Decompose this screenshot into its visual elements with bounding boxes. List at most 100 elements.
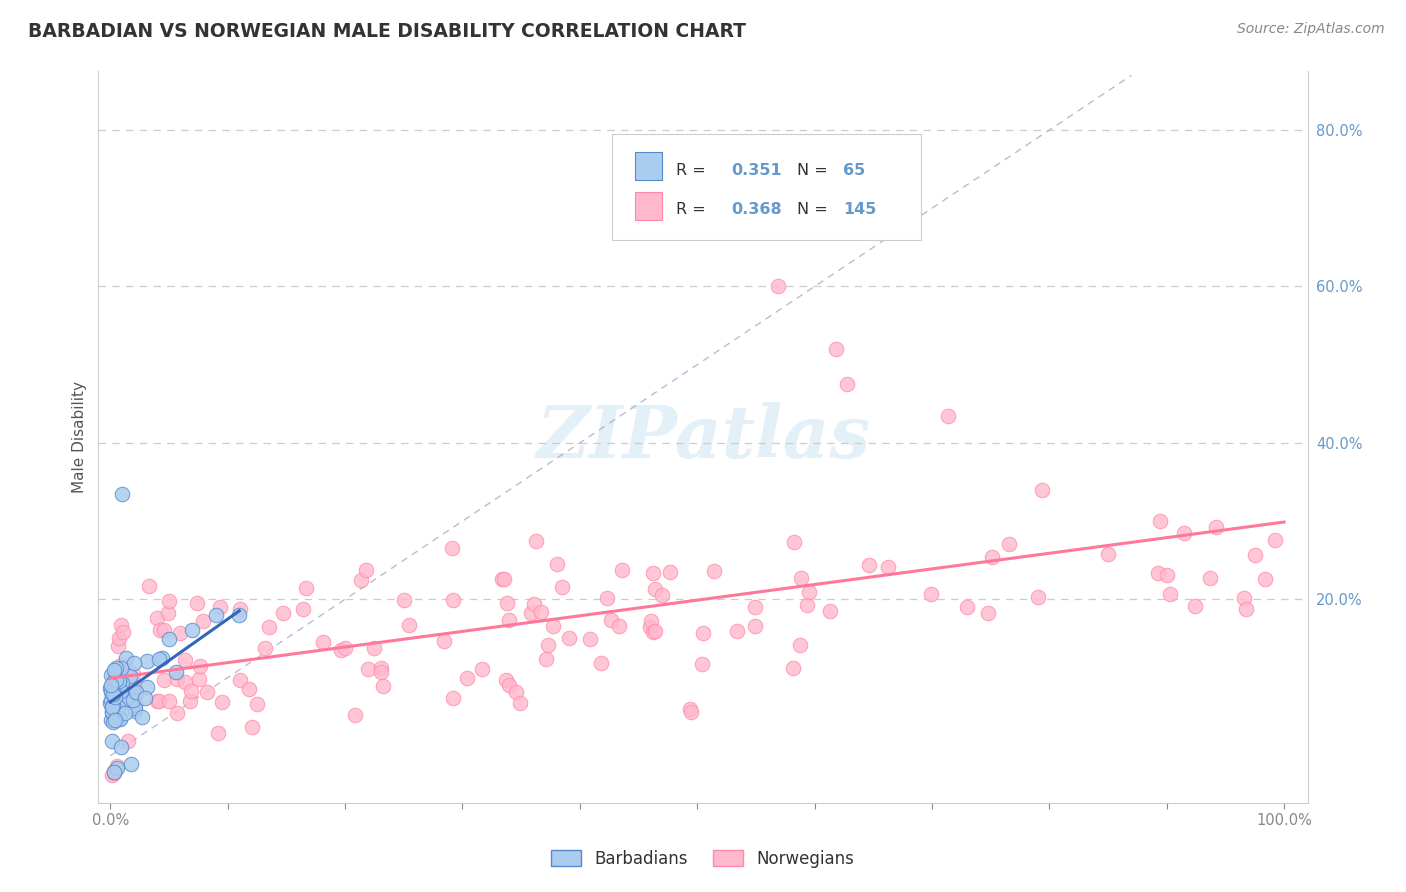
Point (534, 652, 557, 666)
Point (441, 593, 464, 607)
Point (146, 611, 169, 625)
Point (166, 706, 188, 720)
Point (370, 665, 392, 680)
Point (166, 672, 188, 686)
Point (640, 614, 662, 628)
Point (136, 680, 159, 694)
Point (789, 638, 811, 652)
Point (498, 678, 520, 692)
Point (228, 608, 250, 623)
Point (165, 665, 187, 679)
Point (546, 557, 568, 571)
Point (150, 650, 173, 665)
Point (103, 764, 125, 778)
Point (114, 706, 136, 720)
Point (110, 739, 132, 754)
Point (494, 572, 516, 586)
Point (104, 694, 127, 708)
Point (312, 635, 335, 649)
Point (1205, 520, 1227, 534)
Point (343, 708, 366, 723)
Text: R =: R = (676, 202, 706, 218)
Point (103, 673, 125, 688)
Point (103, 687, 125, 701)
Point (169, 626, 191, 640)
Point (181, 623, 204, 637)
Point (124, 698, 146, 712)
Point (238, 682, 260, 697)
Point (104, 661, 127, 675)
Point (246, 698, 269, 712)
Point (523, 598, 546, 612)
Point (889, 201, 911, 215)
Point (505, 685, 527, 699)
Point (101, 700, 124, 714)
Text: 0.368: 0.368 (731, 202, 782, 218)
Point (692, 657, 714, 671)
Point (789, 571, 811, 585)
Point (104, 713, 127, 727)
Point (173, 674, 195, 689)
Point (157, 694, 180, 708)
Point (825, 342, 848, 356)
Point (101, 733, 124, 747)
Point (118, 669, 141, 683)
Point (1244, 548, 1267, 562)
Point (766, 279, 789, 293)
Point (108, 713, 131, 727)
Point (122, 686, 145, 700)
Point (1026, 591, 1049, 605)
Point (131, 710, 153, 724)
Point (148, 652, 170, 666)
Y-axis label: Male Disability: Male Disability (72, 381, 87, 493)
Text: 145: 145 (844, 202, 876, 218)
Point (520, 606, 543, 620)
Point (658, 566, 681, 580)
Point (471, 662, 494, 676)
Text: R =: R = (676, 163, 706, 178)
Point (1234, 602, 1257, 616)
Point (107, 639, 129, 653)
Point (149, 623, 172, 637)
Point (108, 631, 131, 645)
FancyBboxPatch shape (636, 152, 662, 179)
Point (136, 655, 159, 669)
Point (107, 699, 129, 714)
Point (599, 613, 621, 627)
Point (120, 756, 142, 771)
Point (610, 563, 633, 577)
Point (98, 697, 121, 711)
Point (173, 653, 195, 667)
Point (596, 591, 619, 606)
Point (1199, 570, 1222, 584)
Point (110, 684, 132, 698)
Point (997, 537, 1019, 551)
Point (148, 694, 170, 708)
Point (98, 681, 121, 696)
Point (530, 605, 553, 619)
Point (103, 764, 125, 779)
Point (392, 593, 415, 607)
Point (496, 596, 519, 610)
Point (193, 614, 215, 628)
Point (156, 606, 179, 620)
Point (110, 658, 132, 673)
Point (180, 684, 202, 698)
Point (105, 759, 128, 773)
Point (108, 673, 131, 688)
Point (725, 624, 748, 639)
Point (101, 768, 124, 782)
Point (441, 691, 464, 706)
Point (291, 602, 314, 616)
Point (104, 673, 127, 687)
Text: 0.351: 0.351 (731, 163, 782, 178)
Text: BARBADIAN VS NORWEGIAN MALE DISABILITY CORRELATION CHART: BARBADIAN VS NORWEGIAN MALE DISABILITY C… (28, 22, 747, 41)
Point (100, 678, 122, 692)
Point (110, 661, 132, 675)
Point (103, 663, 125, 677)
FancyBboxPatch shape (636, 192, 662, 219)
Point (641, 566, 664, 581)
Point (1031, 483, 1053, 497)
Point (100, 700, 122, 714)
Point (100, 683, 122, 698)
